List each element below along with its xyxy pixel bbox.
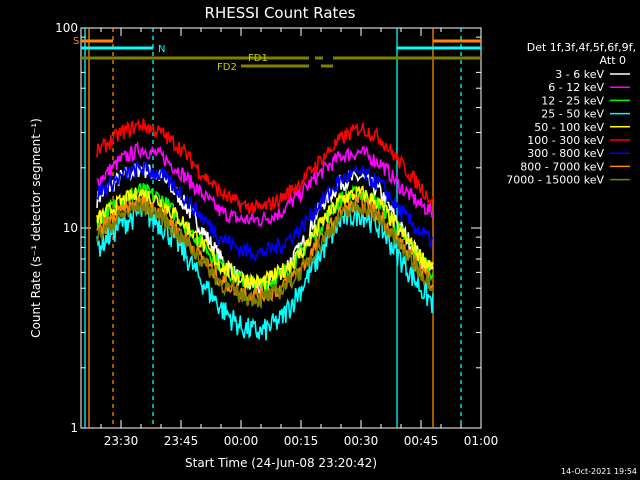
y-axis-label: Count Rate (s⁻¹ detector segment⁻¹) <box>29 118 43 338</box>
plot-frame <box>80 27 482 429</box>
legend-entry-label: 7000 - 15000 keV <box>506 174 604 187</box>
y-tick-labels: 1 10 100 <box>55 21 78 435</box>
legend-entry-label: 25 - 50 keV <box>541 108 604 121</box>
legend-entry-label: 6 - 12 keV <box>548 81 604 94</box>
legend-entry-label: 50 - 100 keV <box>534 121 604 134</box>
series-line-6 <box>96 159 434 262</box>
legend: Det 1f,3f,4f,5f,6f,9f, Att 0 3 - 6 keV6 … <box>506 41 636 187</box>
x-tick-labels: 23:30 23:45 00:00 00:15 00:30 00:45 01:00 <box>104 434 499 448</box>
legend-entry-label: 800 - 7000 keV <box>520 160 604 173</box>
x-tick-label: 01:00 <box>464 434 499 448</box>
legend-entry-label: 12 - 25 keV <box>541 94 604 107</box>
legend-entry-label: 300 - 800 keV <box>527 147 604 160</box>
x-tick-label: 00:30 <box>344 434 379 448</box>
flag-label-fd1: FD1 <box>248 53 268 64</box>
legend-header-line2: Att 0 <box>600 54 626 67</box>
x-tick-label: 23:45 <box>164 434 199 448</box>
legend-entry-label: 3 - 6 keV <box>555 68 604 81</box>
flag-bars: S N FD1 FD2 <box>73 36 481 73</box>
legend-entry-label: 100 - 300 keV <box>527 134 604 147</box>
series-line-7 <box>96 192 434 305</box>
axis-ticks <box>80 27 482 429</box>
x-axis-label: Start Time (24-Jun-08 23:20:42) <box>185 456 377 470</box>
x-tick-label: 00:45 <box>404 434 439 448</box>
series-lines <box>96 118 434 341</box>
chart-title: RHESSI Count Rates <box>205 4 356 22</box>
flag-vertical-lines <box>84 28 462 428</box>
flag-label-s: S <box>73 36 79 47</box>
series-line-5 <box>96 118 434 215</box>
x-tick-label: 00:15 <box>284 434 319 448</box>
series-line-2 <box>96 183 434 293</box>
generated-timestamp: 14-Oct-2021 19:54 <box>561 467 637 476</box>
series-line-8 <box>96 197 434 310</box>
series-line-1 <box>96 140 434 228</box>
x-tick-label: 00:00 <box>224 434 259 448</box>
x-tick-label: 23:30 <box>104 434 139 448</box>
flag-label-fd2: FD2 <box>217 62 237 73</box>
legend-header-line1: Det 1f,3f,4f,5f,6f,9f, <box>527 41 636 54</box>
y-tick-label: 100 <box>55 21 78 35</box>
y-tick-label: 10 <box>63 221 78 235</box>
flag-label-n: N <box>158 44 165 55</box>
y-tick-label: 1 <box>70 421 78 435</box>
series-line-3 <box>96 203 434 341</box>
